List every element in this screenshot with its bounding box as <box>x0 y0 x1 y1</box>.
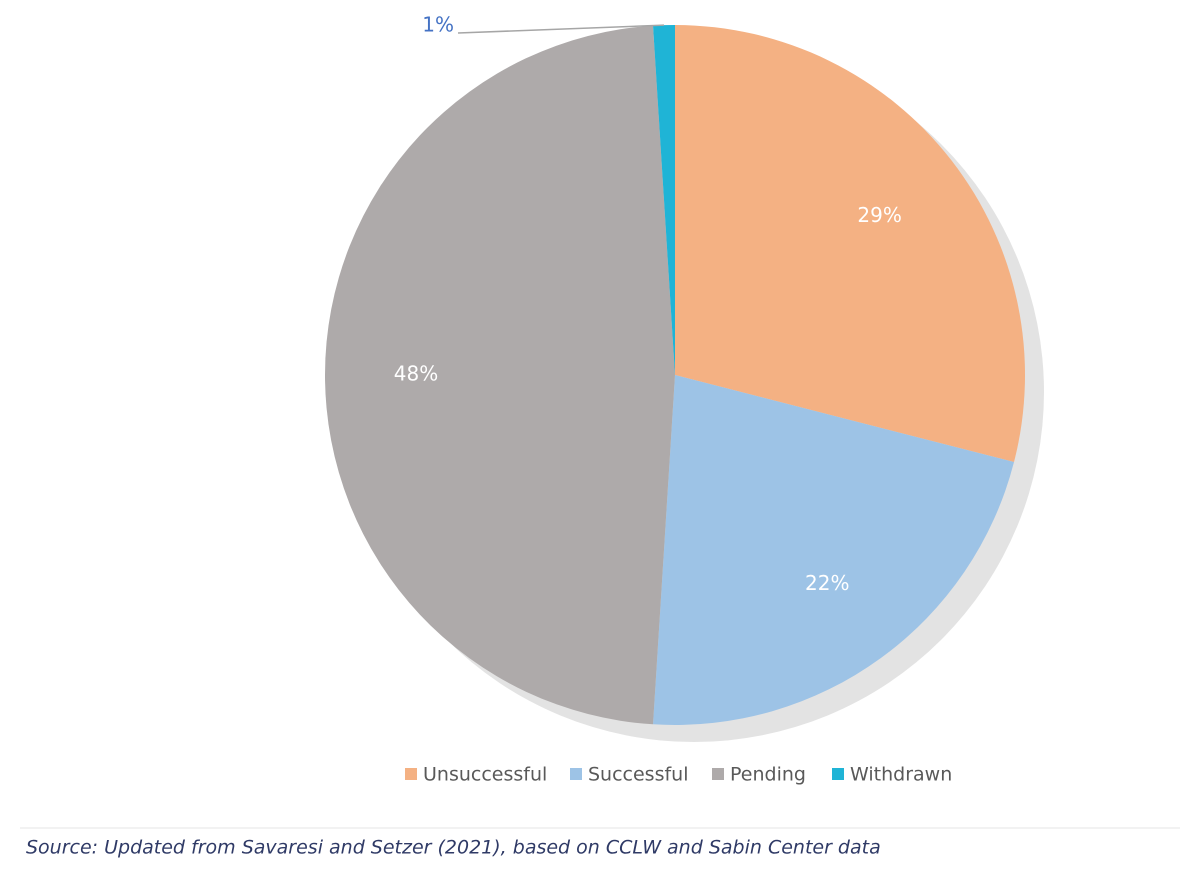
caption: Source: Updated from Savaresi and Setzer… <box>26 837 881 859</box>
pie-slice <box>653 25 675 375</box>
value-label: 1% <box>422 13 454 37</box>
pie-slice <box>325 25 675 725</box>
legend-label: Withdrawn <box>850 764 952 786</box>
legend-swatch <box>832 768 844 780</box>
legend-swatch <box>405 768 417 780</box>
legend-label: Unsuccessful <box>423 764 547 786</box>
value-label: 22% <box>805 571 849 595</box>
legend-swatch <box>570 768 582 780</box>
leader-line <box>457 24 665 34</box>
legend-label: Successful <box>588 764 689 786</box>
pie-slice <box>675 25 1025 463</box>
value-label: 29% <box>857 203 901 227</box>
value-label: 48% <box>394 362 438 386</box>
pie-slice <box>653 375 1015 725</box>
legend-label: Pending <box>730 764 806 786</box>
legend-swatch <box>712 768 724 780</box>
